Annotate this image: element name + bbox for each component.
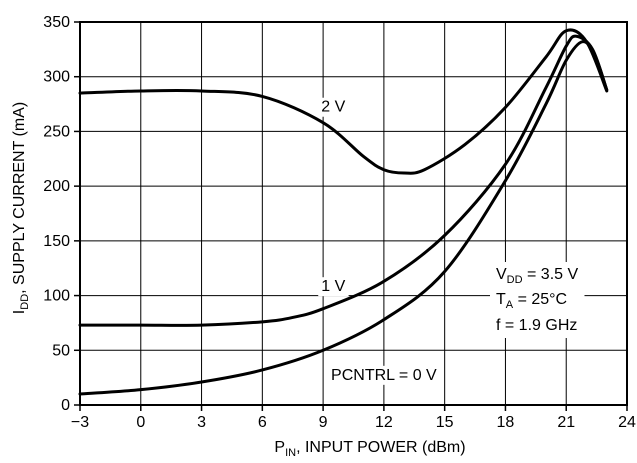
y-tick-label: 250: [43, 123, 70, 140]
y-tick-label: 300: [43, 69, 70, 86]
x-tick-label: 9: [319, 414, 328, 431]
x-axis-title: PIN, INPUT POWER (dBm): [274, 439, 465, 459]
y-tick-labels: 0 50 100 150 200 250 300 350: [43, 14, 70, 414]
curve-label: PCNTRL = 0 V: [331, 367, 437, 384]
y-tick-label: 200: [43, 178, 70, 195]
condition-ta: TA = 25°C: [496, 291, 567, 311]
y-tick-label: 50: [52, 342, 70, 359]
series-line-2: [78, 28, 609, 175]
series-lines: [78, 28, 609, 396]
condition-vdd: VDD = 3.5 V: [496, 266, 578, 286]
x-tick-label: 24: [618, 414, 636, 431]
x-tick-label: 18: [497, 414, 515, 431]
test-conditions: VDD = 3.5 V TA = 25°C f = 1.9 GHz: [490, 262, 585, 338]
plot-frame: [74, 21, 628, 411]
plot-border: [79, 21, 628, 406]
condition-freq: f = 1.9 GHz: [496, 317, 577, 334]
x-tick-label: 15: [436, 414, 454, 431]
grid: [80, 22, 627, 405]
x-tick-label: 6: [258, 414, 267, 431]
curve-label-background: [318, 97, 349, 117]
series-line-1: [78, 34, 609, 327]
y-tick-label: 0: [61, 397, 70, 414]
conditions-background: [490, 262, 585, 338]
x-tick-label: 12: [375, 414, 393, 431]
x-tick-label: −3: [71, 414, 89, 431]
curve-label-background: [318, 277, 349, 297]
curve-label: 1 V: [321, 278, 345, 295]
series-line-0: [78, 40, 609, 396]
x-tick-label: 3: [197, 414, 206, 431]
y-tick-label: 100: [43, 288, 70, 305]
curve-label: 2 V: [321, 99, 345, 116]
y-tick-label: 350: [43, 14, 70, 31]
x-tick-label: 21: [557, 414, 575, 431]
y-axis-title: IDD, SUPPLY CURRENT (mA): [11, 102, 31, 314]
x-tick-label: 0: [136, 414, 145, 431]
x-tick-labels: −3 0 3 6 9 12 15 18 21 24: [71, 414, 636, 431]
y-tick-label: 150: [43, 233, 70, 250]
curve-label-background: [328, 365, 441, 385]
curve-labels: 2 V 1 V PCNTRL = 0 V: [318, 97, 441, 385]
